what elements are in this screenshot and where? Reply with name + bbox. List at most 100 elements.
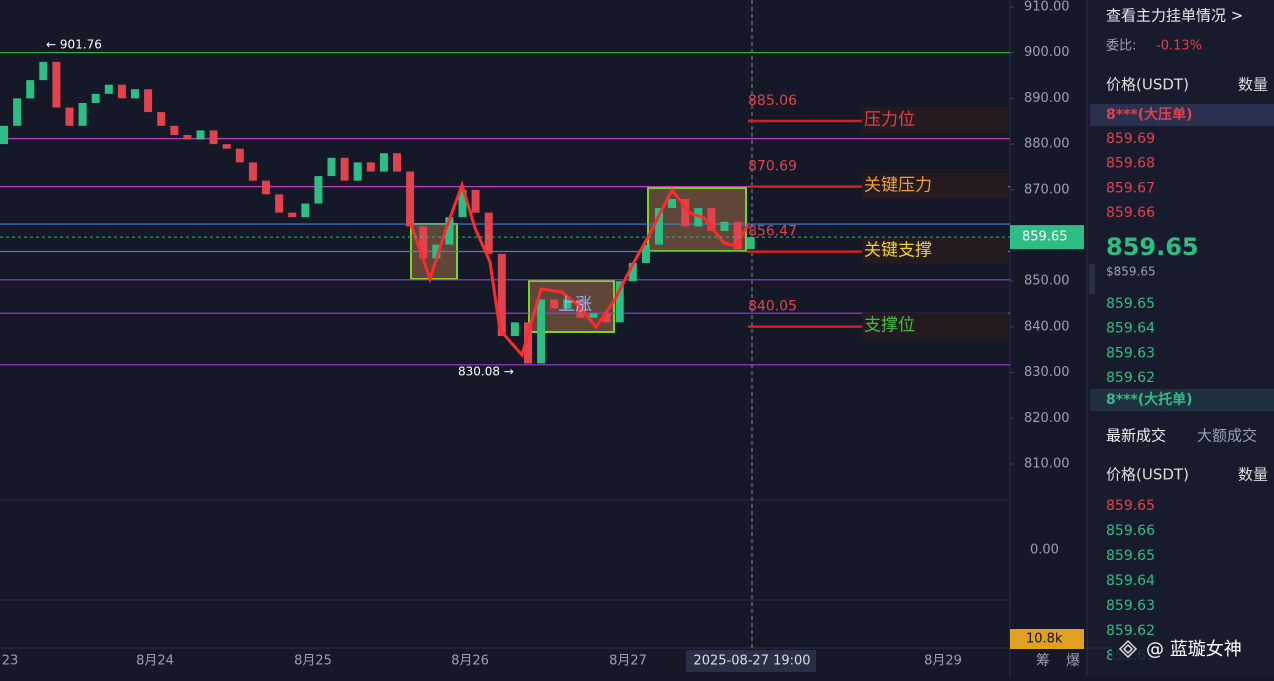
candle (458, 189, 467, 218)
ask-price: 859.66 (1106, 205, 1155, 221)
ask-price: 859.68 (1106, 156, 1155, 172)
candle (445, 217, 454, 245)
candle (52, 61, 61, 108)
key-level-name: 压力位 (864, 110, 915, 130)
column-header: 价格(USDT) (1106, 76, 1189, 94)
high-label: ← 901.76 (46, 38, 102, 52)
candle (393, 153, 401, 172)
y-tick-label: 850.00 (1024, 274, 1070, 289)
candle (301, 203, 310, 218)
candle (379, 153, 388, 172)
candle (26, 80, 35, 99)
candle (222, 144, 231, 149)
tab-active[interactable]: 最新成交 (1106, 427, 1166, 445)
candle (0, 125, 8, 145)
big-bid: 8***(大托单) (1106, 391, 1193, 408)
candle (275, 194, 284, 213)
candle (537, 299, 546, 364)
trade-price: 859.64 (1106, 573, 1155, 589)
volume-label: 10.8k (1026, 632, 1063, 647)
key-level-name: 关键压力 (864, 176, 932, 196)
candle (419, 226, 428, 259)
key-level-tag (862, 237, 1008, 264)
big-ask-row (1090, 104, 1274, 126)
watermark-icon (1118, 639, 1138, 659)
candle (406, 171, 415, 227)
candle (209, 130, 218, 145)
candle (524, 322, 532, 364)
key-level-price: 885.06 (748, 93, 797, 109)
last-price-usd: $859.65 (1106, 265, 1156, 279)
y-tick-label: 810.00 (1024, 457, 1070, 472)
key-level-tag (862, 312, 1008, 339)
candle (39, 61, 48, 81)
candle (655, 208, 663, 245)
key-level-name: 关键支撑 (864, 241, 932, 261)
candle (314, 176, 323, 204)
candle (497, 253, 506, 337)
candle (65, 107, 74, 126)
candle (746, 237, 755, 250)
candle (91, 93, 100, 103)
y-tick-label: 890.00 (1024, 91, 1070, 106)
candle (78, 102, 87, 126)
candle (262, 180, 270, 195)
column-header: 价格(USDT) (1106, 466, 1189, 484)
candle (733, 221, 742, 250)
candle (681, 198, 690, 227)
candle (484, 212, 493, 254)
corner-button[interactable]: 爆 (1066, 653, 1080, 669)
candle (288, 212, 297, 218)
candle (707, 208, 716, 231)
y-tick-label: 870.00 (1024, 182, 1070, 197)
date-label: 23 (2, 654, 19, 669)
candle (353, 162, 362, 181)
big-bid-row (1090, 389, 1274, 411)
date-label: 8月25 (294, 654, 332, 669)
y-tick-label: 820.00 (1024, 411, 1070, 426)
candle (432, 244, 441, 259)
tab[interactable]: 大额成交 (1197, 427, 1257, 445)
key-level-tag (862, 106, 1008, 133)
bid-price: 859.63 (1106, 345, 1155, 361)
candle (366, 162, 375, 172)
watermark: @ 蓝璇女神 (1146, 639, 1242, 660)
column-header: 数量 (1238, 466, 1268, 484)
candle (589, 313, 598, 318)
bid-price: 859.62 (1106, 370, 1155, 386)
crosshair-date-bg (686, 650, 816, 672)
candle (510, 322, 519, 337)
bid-price: 859.65 (1106, 296, 1155, 312)
candle (196, 130, 205, 140)
candle (668, 198, 677, 209)
candle (628, 262, 637, 282)
collapse-handle[interactable] (1089, 264, 1095, 294)
date-label: 8月26 (451, 654, 489, 669)
candle (157, 112, 166, 126)
trade-price: 859.63 (1106, 598, 1155, 614)
ratio-value: -0.13% (1156, 39, 1202, 54)
key-level-price: 840.05 (748, 299, 797, 315)
candle (248, 162, 257, 181)
key-level-price: 870.69 (748, 159, 797, 175)
candle (602, 313, 611, 323)
ask-price: 859.69 (1106, 131, 1155, 147)
candle (340, 157, 349, 181)
y-tick-label: 830.00 (1024, 365, 1070, 380)
date-label: 2025-08-27 19:00 (693, 654, 810, 669)
candle (550, 299, 559, 309)
candle (131, 89, 139, 99)
candle (720, 221, 729, 231)
date-label: 8月29 (924, 654, 962, 669)
corner-button[interactable]: 筹 (1036, 652, 1050, 669)
candle (327, 157, 336, 177)
key-level-price: 856.47 (748, 224, 797, 240)
candle (104, 84, 113, 94)
big-ask: 8***(大压单) (1106, 106, 1193, 123)
panel-title[interactable]: 查看主力挂单情况 > (1106, 7, 1243, 25)
candle (641, 244, 650, 263)
key-level-name: 支撑位 (864, 316, 915, 336)
macd-zero: 0.00 (1030, 543, 1059, 558)
